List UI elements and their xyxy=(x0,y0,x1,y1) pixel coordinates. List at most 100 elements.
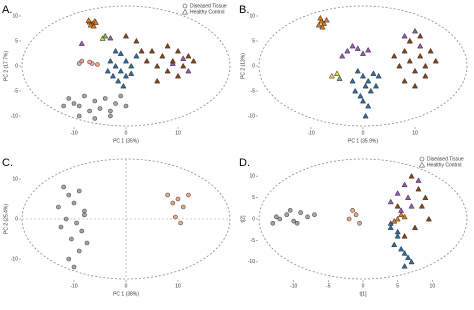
circle-point xyxy=(58,224,64,230)
triangle-point xyxy=(357,92,364,99)
circle-point xyxy=(270,220,276,226)
circle-point xyxy=(61,103,66,109)
triangle-point xyxy=(180,62,187,69)
triangle-point xyxy=(154,62,161,69)
triangle-point xyxy=(128,62,135,69)
triangle-point xyxy=(92,19,99,25)
circle-point xyxy=(353,212,359,218)
y-axis-title: PC 2 (13%) xyxy=(240,53,246,79)
triangle-point xyxy=(328,72,335,79)
circle-point xyxy=(165,192,170,198)
triangle-point xyxy=(354,45,361,51)
triangle-point xyxy=(411,82,419,89)
circle-point xyxy=(346,216,352,222)
circle-point xyxy=(76,248,82,254)
triangle-point xyxy=(315,21,322,28)
x-tick-label: 5 xyxy=(396,283,399,289)
x-tick-label: 0 xyxy=(362,130,365,136)
triangle-point xyxy=(401,181,408,188)
circle-point xyxy=(287,208,293,213)
panel-label: C. xyxy=(2,157,13,169)
circle-point xyxy=(66,96,72,101)
triangle-point xyxy=(174,47,182,54)
y-tick-label: -5 xyxy=(251,88,256,94)
triangle-point xyxy=(90,22,97,29)
triangle-point xyxy=(365,77,372,84)
confidence-ellipse xyxy=(21,5,231,127)
circle-point xyxy=(182,3,188,9)
y-tick-label: 5 xyxy=(15,38,18,44)
triangle-point xyxy=(107,57,114,64)
triangle-point xyxy=(387,224,394,230)
triangle-point xyxy=(333,70,341,76)
circle-point xyxy=(76,103,82,109)
triangle-point xyxy=(318,17,325,24)
circle-point xyxy=(82,93,87,99)
triangle-point xyxy=(133,37,140,44)
triangle-point xyxy=(354,67,361,74)
triangle-point xyxy=(367,87,374,94)
circle-point xyxy=(71,101,77,106)
triangle-point xyxy=(115,77,122,84)
triangle-point xyxy=(405,194,412,200)
x-tick-label: 10 xyxy=(430,283,436,289)
circle-point xyxy=(95,62,100,67)
y-tick-label: 0 xyxy=(252,216,255,222)
circle-point xyxy=(178,220,183,226)
triangle-point xyxy=(427,47,434,54)
x-tick-label: -10 xyxy=(70,130,77,136)
triangle-point xyxy=(117,67,124,74)
circle-point xyxy=(419,156,425,162)
x-axis-title: t[1] xyxy=(360,291,368,297)
circle-point xyxy=(284,212,290,218)
panel-label: D. xyxy=(239,157,250,169)
triangle-point xyxy=(372,82,380,89)
triangle-point xyxy=(359,72,367,79)
circle-point xyxy=(76,188,82,194)
triangle-point xyxy=(398,245,405,252)
triangle-point xyxy=(164,67,171,74)
triangle-point xyxy=(391,218,398,224)
y-axis-title: PC 2 (17.7%) xyxy=(3,51,9,81)
triangle-point xyxy=(401,233,408,239)
circle-point xyxy=(76,113,82,119)
y-tick-label: 0 xyxy=(15,216,18,222)
circle-point xyxy=(66,256,72,262)
x-tick-label: -10 xyxy=(70,283,77,289)
triangle-point xyxy=(344,47,351,54)
triangle-point xyxy=(362,112,369,119)
panel-label: B. xyxy=(239,4,249,16)
legend-label: Diseased Tissue xyxy=(190,3,227,9)
triangle-point xyxy=(375,72,382,79)
triangle-point xyxy=(109,72,117,79)
circle-point xyxy=(180,204,186,210)
triangle-point xyxy=(122,57,130,64)
triangle-point xyxy=(401,77,408,84)
circle-point xyxy=(175,196,181,202)
triangle-point xyxy=(415,185,422,192)
circle-point xyxy=(118,93,124,99)
circle-point xyxy=(71,264,77,270)
triangle-point xyxy=(87,21,94,28)
triangle-point xyxy=(107,34,114,41)
triangle-point xyxy=(418,161,426,168)
triangle-point xyxy=(148,47,156,54)
triangle-point xyxy=(406,57,413,64)
legend-label: Healthy Control xyxy=(427,162,461,168)
x-tick-label: -5 xyxy=(326,283,331,289)
x-tick-label: -10 xyxy=(290,283,297,289)
circle-point xyxy=(277,216,283,222)
triangle-point xyxy=(391,241,398,248)
triangle-point xyxy=(417,32,424,39)
triangle-point xyxy=(408,203,415,209)
triangle-point xyxy=(394,215,401,222)
triangle-point xyxy=(181,8,189,15)
triangle-point xyxy=(411,224,419,230)
triangle-point xyxy=(359,97,367,104)
triangle-point xyxy=(401,250,408,256)
circle-point xyxy=(66,192,72,198)
triangle-point xyxy=(408,173,415,179)
circle-point xyxy=(173,214,178,220)
triangle-point xyxy=(422,62,429,69)
